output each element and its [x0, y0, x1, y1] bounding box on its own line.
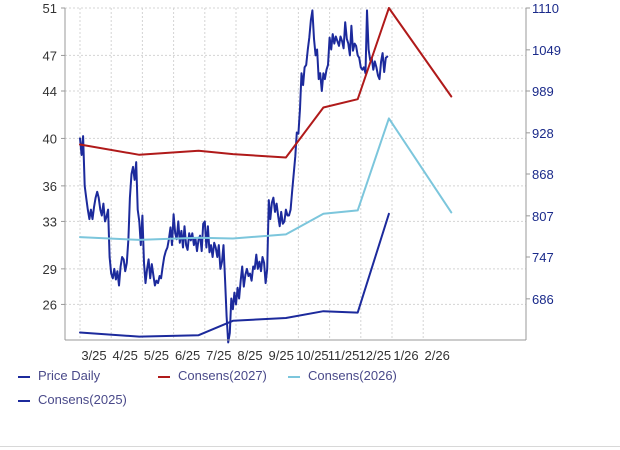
legend-label-consens-2025: Consens(2025) [38, 392, 127, 407]
legend-item-consens-2025[interactable]: Consens(2025) [18, 392, 127, 407]
series-line-consens-2025 [79, 212, 390, 338]
y-left-tick-label: 36 [43, 179, 57, 194]
y-left-tick-label: 51 [43, 1, 57, 16]
y-right-tick-label: 1110 [532, 1, 559, 16]
legend-item-consens-2026[interactable]: Consens(2026) [288, 368, 397, 383]
x-tick-label: 7/25 [206, 348, 231, 363]
y-right-tick-label: 868 [532, 167, 554, 182]
x-tick-label: 11/25 [328, 348, 360, 363]
legend-label-price-daily: Price Daily [38, 368, 101, 383]
y-left-tick-label: 40 [43, 131, 57, 146]
tick-labels: 26 29 33 36 40 44 47 51 686 747 807 868 928 989 1049 11… [43, 1, 561, 363]
x-tick-label: 12/25 [359, 348, 392, 363]
x-tick-label: 8/25 [237, 348, 262, 363]
y-left-tick-label: 33 [43, 214, 57, 229]
series-line-price-daily [79, 9, 389, 344]
y-left-tick-label: 29 [43, 262, 57, 277]
axes [61, 7, 530, 341]
legend-swatch-consens-2026 [288, 375, 300, 378]
y-right-tick-label: 686 [532, 292, 554, 307]
series-line-consens-2026 [79, 117, 453, 241]
x-tick-label: 2/26 [425, 348, 450, 363]
y-right-tick-label: 928 [532, 126, 554, 141]
bottom-divider [0, 446, 620, 447]
y-right-tick-label: 1049 [532, 43, 561, 58]
x-tick-label: 6/25 [175, 348, 200, 363]
grid-lines [65, 7, 526, 340]
y-right-tick-label: 807 [532, 209, 554, 224]
y-left-tick-label: 44 [43, 84, 57, 99]
series-line-consens-2027 [79, 7, 453, 159]
x-tick-label: 10/25 [296, 348, 329, 363]
y-left-tick-label: 26 [43, 297, 57, 312]
y-right-tick-label: 747 [532, 250, 554, 265]
legend-swatch-consens-2027 [158, 375, 170, 378]
y-right-tick-label: 989 [532, 84, 554, 99]
x-tick-label: 1/26 [393, 348, 418, 363]
x-tick-label: 3/25 [81, 348, 106, 363]
y-left-tick-label: 47 [43, 48, 57, 63]
legend-item-consens-2027[interactable]: Consens(2027) [158, 368, 267, 383]
x-tick-label: 4/25 [113, 348, 138, 363]
x-tick-label: 9/25 [269, 348, 294, 363]
legend-label-consens-2027: Consens(2027) [178, 368, 267, 383]
x-tick-label: 5/25 [144, 348, 169, 363]
legend-item-price-daily[interactable]: Price Daily [18, 368, 100, 383]
legend-swatch-price-daily [18, 375, 30, 378]
series-lines [79, 7, 453, 344]
legend-swatch-consens-2025 [18, 399, 30, 402]
legend-label-consens-2026: Consens(2026) [308, 368, 397, 383]
